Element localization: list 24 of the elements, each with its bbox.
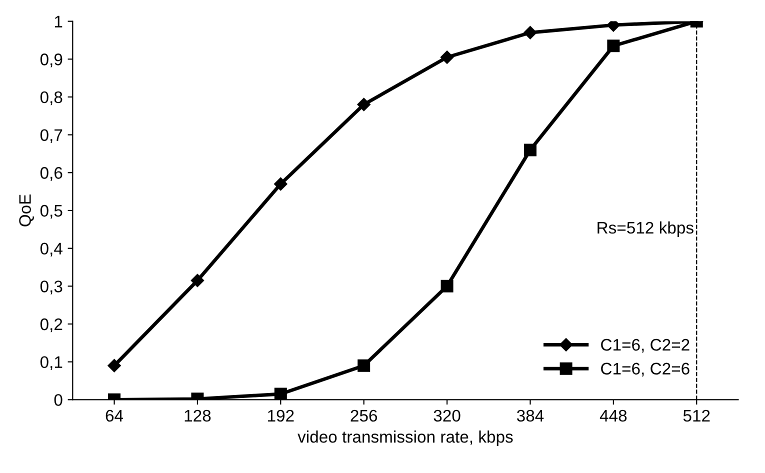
x-tick-label: 64	[106, 410, 124, 422]
x-tick-label: 512	[683, 410, 710, 422]
x-axis-title: video transmission rate, kbps	[298, 430, 513, 446]
ref-line-label: Rs=512 kbps	[598, 221, 694, 237]
legend-label: C1=6, C2=2	[601, 338, 690, 353]
y-tick-label: 0,6	[40, 167, 62, 181]
y-tick-label: 0,1	[40, 356, 62, 370]
x-tick-label: 320	[434, 410, 460, 422]
legend-label: C1=6, C2=6	[601, 362, 690, 377]
y-tick-label: 0,3	[40, 280, 62, 294]
y-tick-label: 0,9	[40, 54, 62, 68]
y-tick-label: 0	[54, 394, 62, 406]
x-tick-label: 384	[516, 410, 544, 422]
y-tick-label: 1	[54, 16, 62, 28]
y-tick-label: 0,8	[40, 91, 62, 106]
x-tick-label: 128	[184, 410, 211, 422]
y-tick-label: 0,7	[40, 129, 62, 143]
y-axis-title: QoE	[19, 194, 34, 226]
x-tick-label: 256	[350, 410, 378, 422]
y-tick-label: 0,5	[40, 204, 62, 219]
x-tick-label: 448	[600, 410, 627, 422]
y-tick-label: 0,4	[40, 242, 62, 256]
y-tick-label: 0,2	[40, 318, 62, 332]
x-tick-label: 192	[268, 410, 294, 422]
